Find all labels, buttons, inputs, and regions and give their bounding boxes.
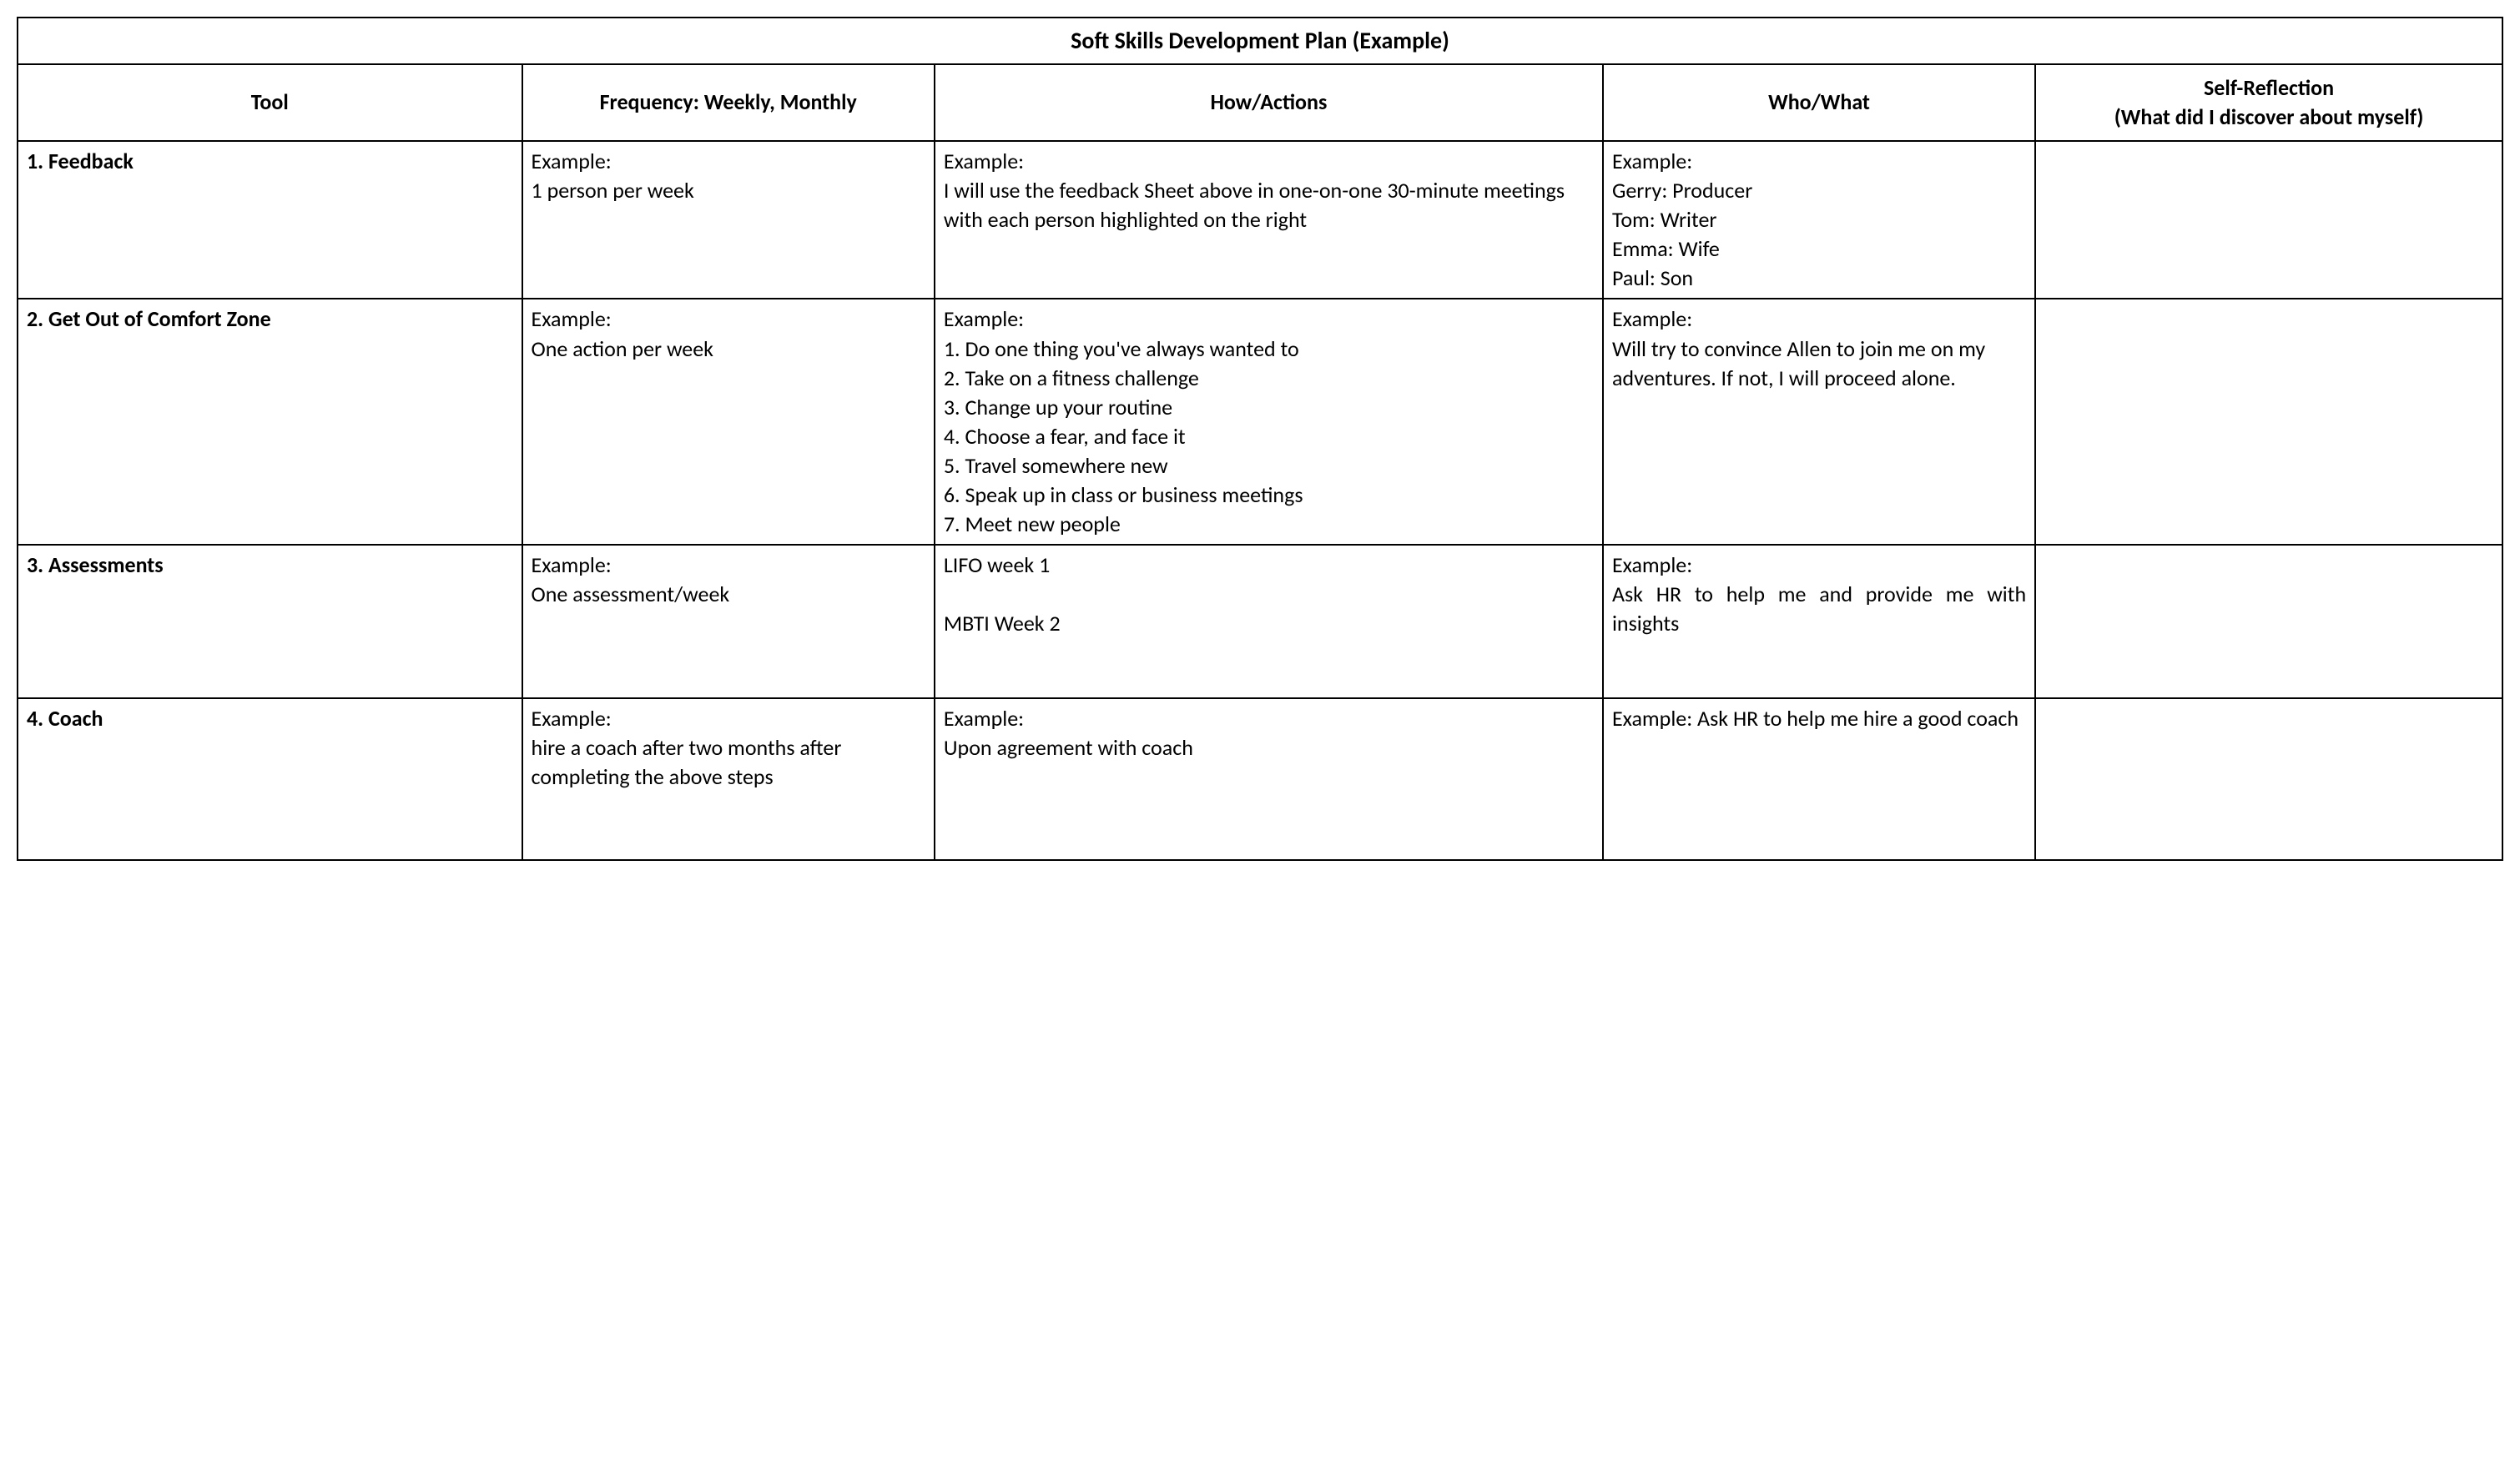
cell-who: Example:Ask HR to help me and provide me…: [1603, 545, 2035, 698]
cell-reflection: [2035, 545, 2502, 698]
cell-who: Example:Will try to convince Allen to jo…: [1603, 299, 2035, 545]
table-row: 1. Feedback Example:1 person per week Ex…: [18, 141, 2502, 299]
col-header-reflection: Self-Reflection(What did I discover abou…: [2035, 64, 2502, 141]
cell-who: Example: Ask HR to help me hire a good c…: [1603, 698, 2035, 860]
table-title: Soft Skills Development Plan (Example): [18, 18, 2502, 64]
soft-skills-plan-table: Soft Skills Development Plan (Example) T…: [17, 17, 2503, 861]
table-row: 4. Coach Example:hire a coach after two …: [18, 698, 2502, 860]
cell-reflection: [2035, 698, 2502, 860]
col-header-how: How/Actions: [935, 64, 1603, 141]
col-header-tool: Tool: [18, 64, 522, 141]
table-row: 2. Get Out of Comfort Zone Example:One a…: [18, 299, 2502, 545]
cell-frequency: Example:One assessment/week: [522, 545, 935, 698]
col-header-frequency: Frequency: Weekly, Monthly: [522, 64, 935, 141]
cell-how: LIFO week 1MBTI Week 2: [935, 545, 1603, 698]
cell-tool: 4. Coach: [18, 698, 522, 860]
cell-frequency-text: Example:One assessment/week: [532, 551, 925, 692]
col-header-who: Who/What: [1603, 64, 2035, 141]
cell-frequency: Example:One action per week: [522, 299, 935, 545]
cell-frequency: Example:1 person per week: [522, 141, 935, 299]
table-row: 3. Assessments Example:One assessment/we…: [18, 545, 2502, 698]
cell-tool: 2. Get Out of Comfort Zone: [18, 299, 522, 545]
cell-how: Example:1. Do one thing you've always wa…: [935, 299, 1603, 545]
cell-how: Example:Upon agreement with coach: [935, 698, 1603, 860]
cell-who: Example:Gerry: ProducerTom: WriterEmma: …: [1603, 141, 2035, 299]
cell-frequency: Example:hire a coach after two months af…: [522, 698, 935, 860]
cell-frequency-text: Example:hire a coach after two months af…: [532, 704, 925, 854]
cell-tool: 1. Feedback: [18, 141, 522, 299]
cell-reflection: [2035, 141, 2502, 299]
cell-reflection: [2035, 299, 2502, 545]
cell-how: Example:I will use the feedback Sheet ab…: [935, 141, 1603, 299]
cell-tool: 3. Assessments: [18, 545, 522, 698]
